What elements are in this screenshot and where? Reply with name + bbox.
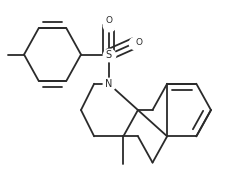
Text: O: O	[105, 16, 112, 25]
Text: S: S	[106, 50, 112, 60]
Text: O: O	[135, 38, 142, 47]
Text: N: N	[105, 79, 112, 89]
